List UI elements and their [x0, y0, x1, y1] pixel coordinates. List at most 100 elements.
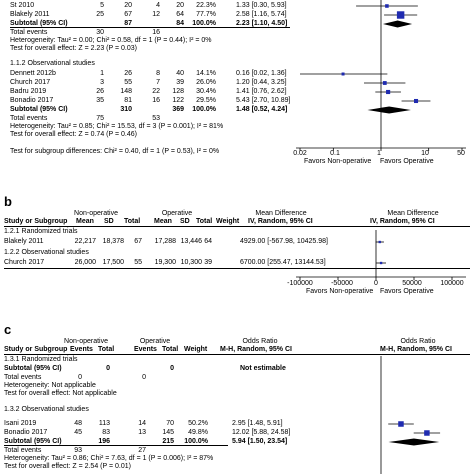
events-value: 30 — [96, 29, 104, 36]
total-value: 81 — [124, 97, 132, 104]
events-value: 12 — [152, 11, 160, 18]
subgroup-heading: 1.2.2 Observational studies — [4, 249, 89, 256]
heterogeneity-text: Heterogeneity: Tau² = 0.86; Chi² = 7.63,… — [4, 455, 214, 462]
total-value: 55 — [124, 79, 132, 86]
weight-value: 100.0% — [184, 438, 208, 445]
column-header: Study or Subgroup — [4, 346, 68, 353]
total-value: 128 — [172, 88, 184, 95]
study-marker — [396, 11, 405, 19]
column-header: Study or Subgroup — [4, 218, 68, 225]
events-value: 3 — [100, 79, 104, 86]
events-value: 14 — [138, 420, 146, 427]
axis-tick-label: 100000 — [440, 280, 464, 287]
weight-value: 49.8% — [188, 429, 208, 436]
ci-value: 2.23 [1.10, 4.50] — [236, 20, 288, 27]
column-header: Weight — [184, 346, 208, 353]
axis-left-label: Favors Non-operative — [306, 288, 374, 295]
total-value: 215 — [162, 438, 174, 445]
events-value: 93 — [74, 447, 82, 454]
column-header: SD — [104, 218, 114, 225]
ci-value: 5.43 [2.70, 10.89] — [236, 97, 291, 104]
column-header: Total — [124, 218, 141, 225]
total-value: 0 — [106, 365, 110, 372]
total-value: 369 — [172, 106, 184, 113]
weight-value: 100.0% — [192, 106, 216, 113]
summary-diamond — [382, 20, 413, 28]
events-value: 16 — [152, 29, 160, 36]
ci-value: 4929.00 [-567.98, 10425.98] — [240, 238, 328, 245]
weight-value: 50.2% — [188, 420, 208, 427]
total-value: 20 — [176, 2, 184, 9]
weight-value: 14.1% — [196, 70, 216, 77]
column-header: Total — [196, 218, 213, 225]
sd-value: 10,300 — [180, 259, 202, 266]
weight-value: 100.0% — [192, 20, 216, 27]
events-value: 53 — [152, 115, 160, 122]
summary-diamond — [367, 106, 411, 114]
overall-effect-text: Test for overall effect: Z = 0.74 (P = 0… — [10, 131, 137, 138]
heterogeneity-text: Heterogeneity: Tau² = 0.00; Chi² = 0.58,… — [10, 37, 212, 44]
effect-header: Odds Ratio — [400, 338, 436, 345]
total-value: 20 — [124, 2, 132, 9]
total-value: 64 — [204, 238, 212, 245]
axis-right-label: Favors Operative — [380, 158, 434, 165]
column-header: IV, Random, 95% CI — [370, 218, 435, 225]
total-value: 70 — [166, 420, 174, 427]
events-value: 5 — [100, 2, 104, 9]
mean-value: 19,300 — [154, 259, 176, 266]
mean-value: 22,217 — [74, 238, 96, 245]
weight-value: 30.4% — [196, 88, 216, 95]
study-name: St 2010 — [10, 2, 35, 9]
weight-value: 29.5% — [196, 97, 216, 104]
events-value: 75 — [96, 115, 104, 122]
total-value: 55 — [134, 259, 142, 266]
axis-tick-label: 0.02 — [293, 150, 307, 157]
column-header: Mean — [76, 218, 94, 225]
events-value: 35 — [96, 97, 104, 104]
column-header: Mean — [154, 218, 172, 225]
study-marker — [386, 89, 391, 95]
ci-value: 1.20 [0.44, 3.25] — [236, 79, 287, 86]
table-rule — [4, 268, 470, 269]
study-name: Badru 2019 — [10, 88, 47, 95]
ci-value: 1.41 [0.76, 2.62] — [236, 88, 287, 95]
total-value: 39 — [176, 79, 184, 86]
column-header: Events — [134, 346, 157, 353]
axis-tick-label: -100000 — [287, 280, 313, 287]
events-value: 0 — [78, 374, 82, 381]
events-value: 26 — [96, 88, 104, 95]
weight-value: 26.0% — [196, 79, 216, 86]
events-value: 1 — [100, 70, 104, 77]
total-value: 148 — [120, 88, 132, 95]
subtotal-label: Subtotal (95% CI) — [4, 438, 62, 445]
study-name: Blakely 2011 — [4, 238, 44, 245]
study-name: Bonadio 2017 — [10, 97, 54, 104]
total-value: 40 — [176, 70, 184, 77]
total-value: 122 — [172, 97, 184, 104]
total-events-label: Total events — [4, 374, 42, 381]
subtotal-label: Subtotal (95% CI) — [10, 106, 68, 113]
overall-effect-text: Test for overall effect: Z = 2.54 (P = 0… — [4, 463, 131, 470]
total-value: 145 — [162, 429, 174, 436]
study-name: Isani 2019 — [4, 420, 37, 427]
weight-value: 77.7% — [196, 11, 216, 18]
subgroup-heading: 1.3.1 Randomized trials — [4, 356, 78, 363]
study-marker — [341, 72, 345, 76]
study-marker — [398, 421, 404, 427]
study-marker — [385, 4, 389, 8]
axis-tick-label: 50 — [457, 150, 465, 157]
events-value: 22 — [152, 88, 160, 95]
ci-value: 0.16 [0.02, 1.36] — [236, 70, 287, 77]
subgroup-differences-text: Test for subgroup differences: Chi² = 0.… — [10, 148, 220, 155]
study-marker — [413, 98, 419, 104]
column-header: IV, Random, 95% CI — [248, 218, 313, 225]
ci-value: 2.58 [1.16, 5.74] — [236, 11, 287, 18]
events-value: 8 — [156, 70, 160, 77]
total-value: 67 — [124, 11, 132, 18]
table-rule — [4, 226, 470, 227]
events-value: 7 — [156, 79, 160, 86]
effect-header: Mean Difference — [387, 210, 439, 217]
axis-tick-label: -50000 — [331, 280, 353, 287]
column-header: M-H, Random, 95% CI — [220, 346, 292, 353]
